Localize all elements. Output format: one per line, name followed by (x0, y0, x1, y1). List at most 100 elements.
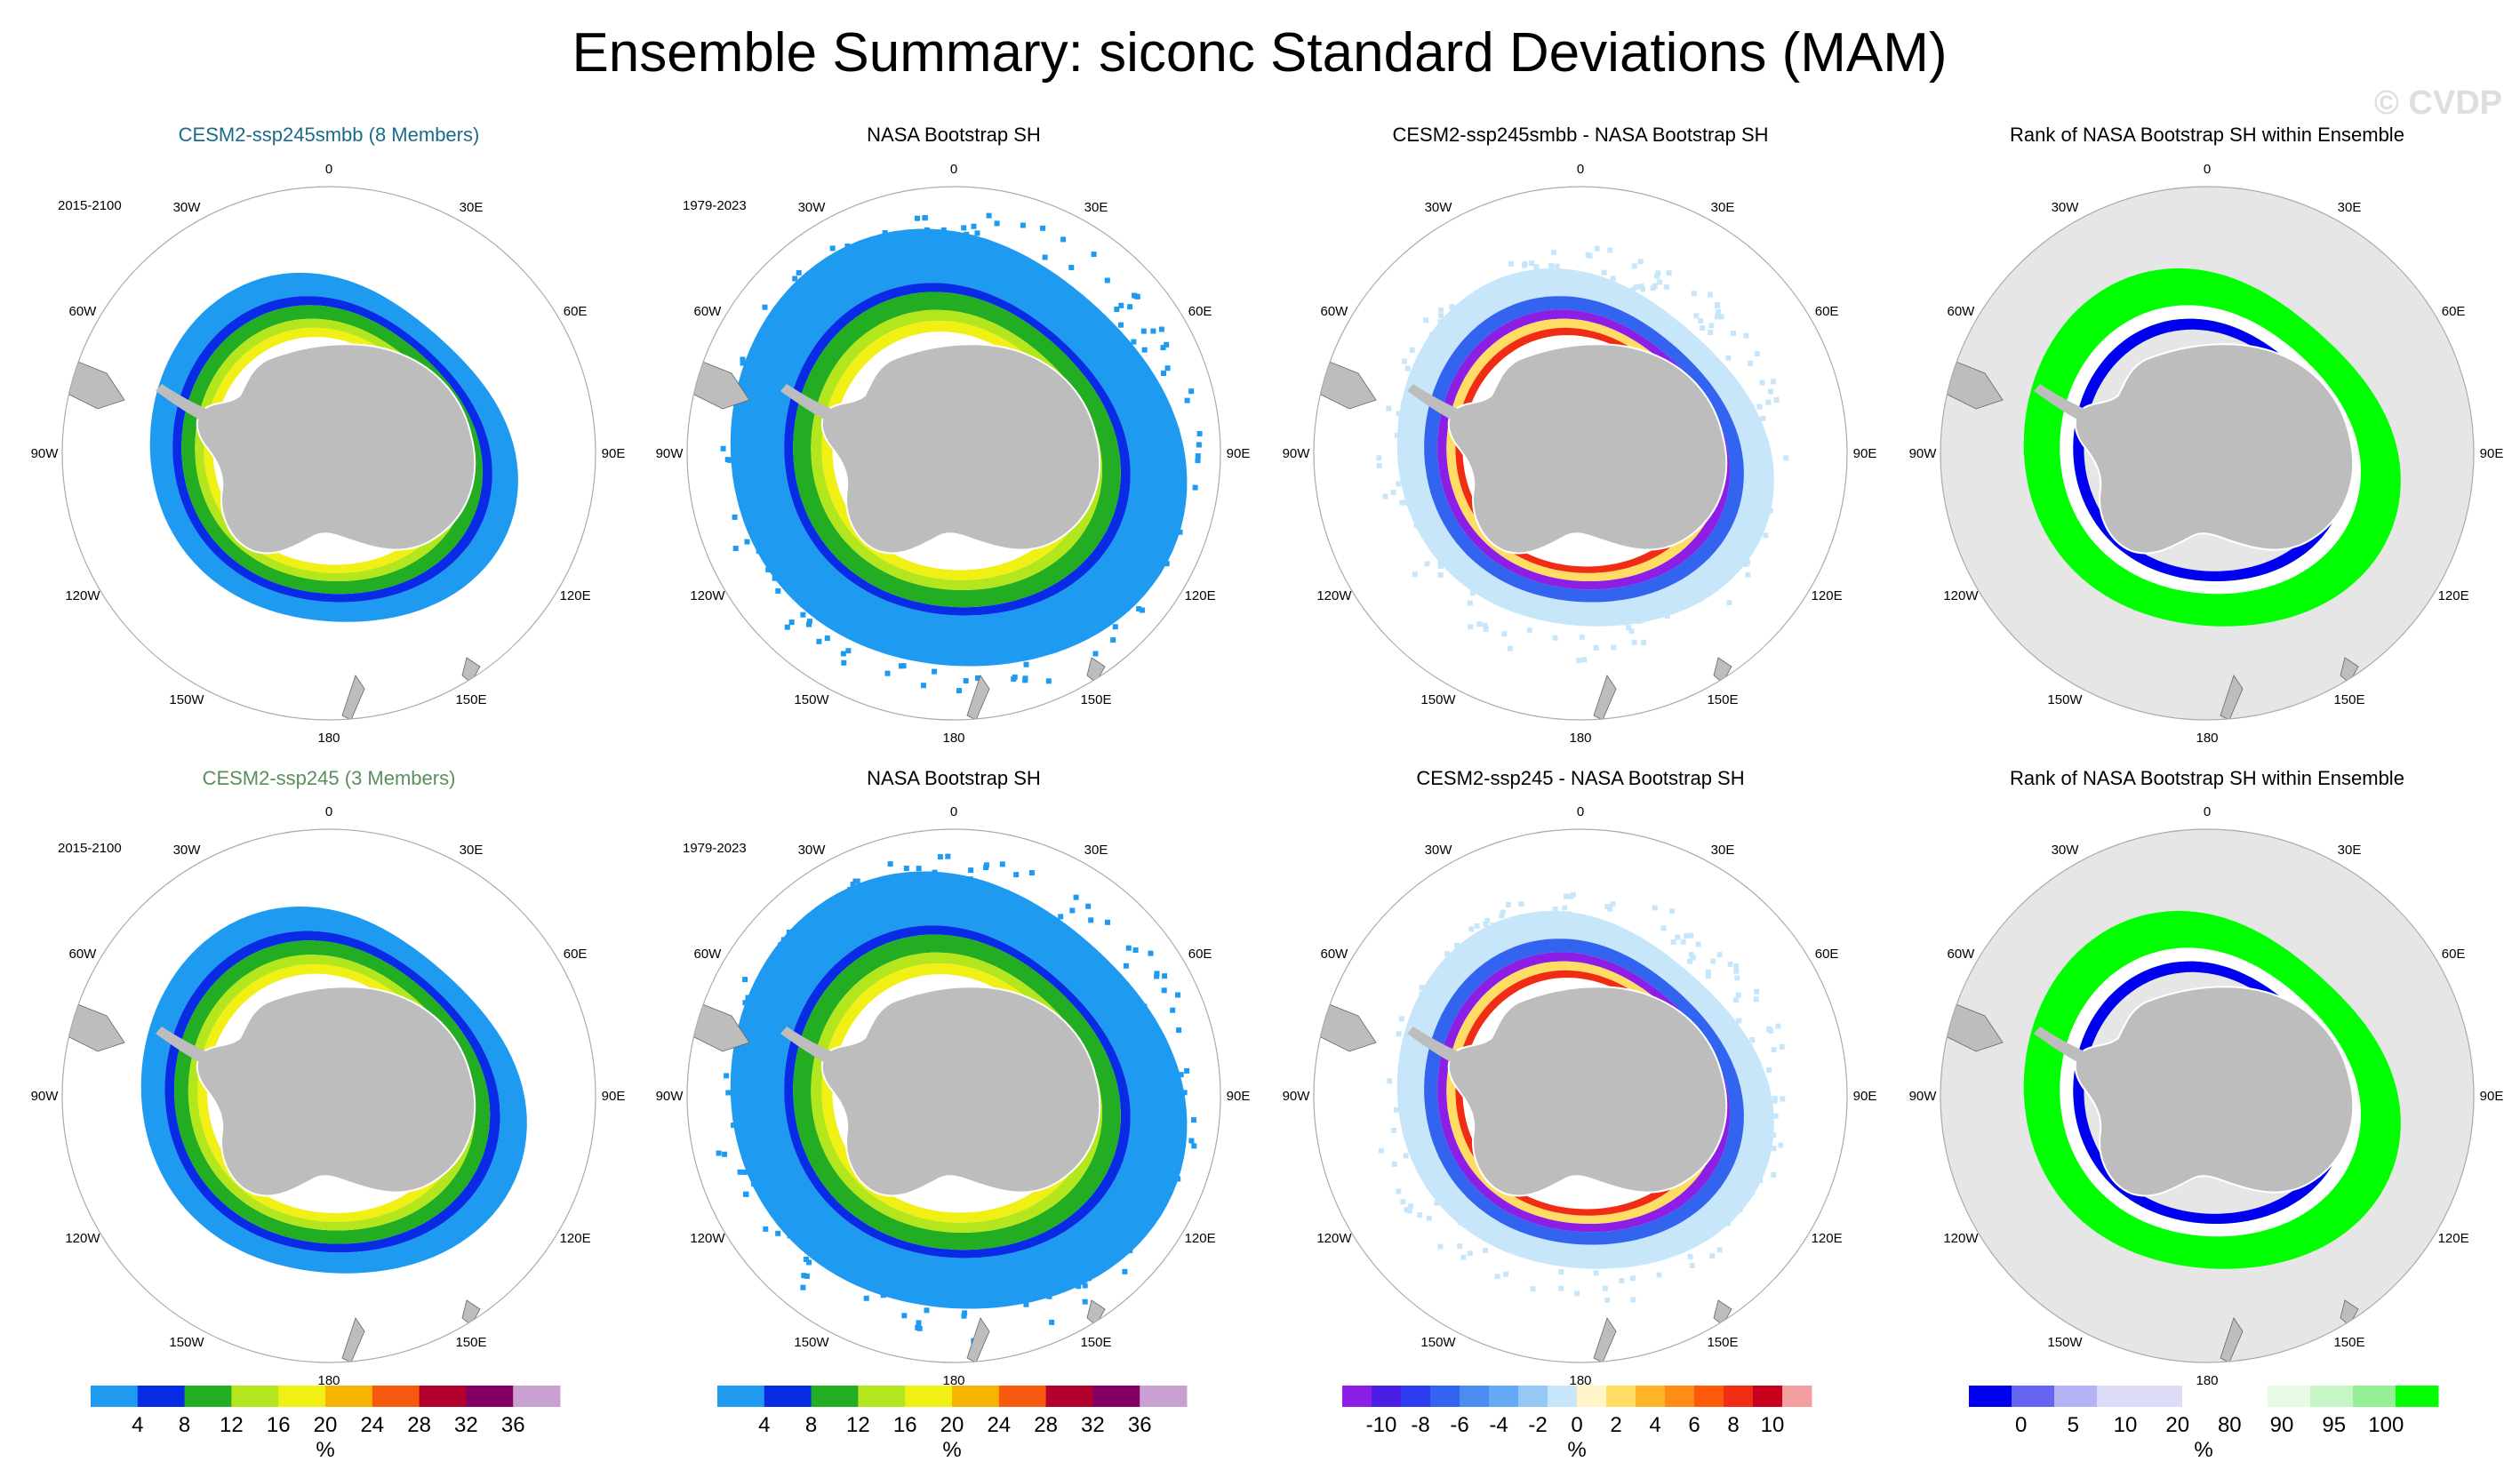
ice-cell (1483, 1248, 1489, 1253)
ice-cell (1412, 571, 1418, 578)
ice-cell (1749, 1171, 1756, 1178)
ice-cell (852, 878, 859, 884)
ice-cell (720, 445, 726, 451)
ice-cell (1772, 1096, 1778, 1102)
lon-label: 150E (1707, 1335, 1738, 1350)
ice-cell (1523, 275, 1529, 281)
colorbar-swatch (998, 1386, 1047, 1407)
lon-label: 60W (1320, 947, 1348, 962)
colorbar-tick: 20 (2165, 1413, 2189, 1437)
ice-cell (786, 930, 792, 935)
ice-cell (1177, 529, 1183, 535)
ice-cell (1759, 379, 1765, 386)
ice-cell (1484, 917, 1491, 923)
colorbar-swatch (2097, 1386, 2140, 1407)
lon-label: 120E (560, 588, 591, 603)
ice-cell (1500, 909, 1506, 915)
ice-cell (1779, 1044, 1785, 1050)
ice-cell (1610, 276, 1616, 282)
lon-label: 150W (2047, 692, 2083, 707)
ice-cell (1160, 345, 1166, 351)
lon-label: 30E (2338, 200, 2362, 215)
ice-cell (940, 227, 947, 233)
ice-cell (1734, 975, 1740, 981)
colorbar-swatch (1724, 1386, 1754, 1407)
ice-cell (1161, 1167, 1167, 1173)
ice-cell (880, 1292, 886, 1298)
ice-cell (1626, 625, 1632, 631)
polar-map: 0 30E 60E 90E 120E 150E 180 150W 120W 90W 60W 30W (31, 162, 626, 746)
ice-cell (757, 1179, 764, 1186)
ice-cell (1708, 323, 1715, 329)
ice-cell (766, 973, 772, 979)
panel-4: Rank of NASA Bootstrap SH within Ensembl… (1909, 124, 2504, 746)
ice-cell (1747, 1043, 1753, 1050)
ice-cell (961, 225, 967, 231)
ice-cell (953, 883, 958, 890)
colorbar-tick: 36 (501, 1413, 525, 1437)
colorbar-tick: -10 (1366, 1413, 1397, 1437)
ice-cell (1444, 951, 1450, 957)
ice-cell (962, 1310, 968, 1316)
antarctica-land (196, 343, 476, 555)
antarctica-land (196, 986, 476, 1197)
colorbar-swatch (2396, 1386, 2439, 1407)
ice-cell (1105, 919, 1110, 925)
ice-cell (1436, 351, 1442, 357)
colorbar-swatch (2182, 1386, 2226, 1407)
panel-title: CESM2-ssp245smbb - NASA Bootstrap SH (1392, 124, 1768, 146)
ice-cell (1691, 291, 1697, 297)
ice-cell (1122, 1268, 1128, 1274)
ice-cell (1106, 1242, 1112, 1249)
ice-cell (759, 1173, 764, 1179)
ice-cell (756, 1007, 762, 1013)
lon-label: 120W (690, 588, 725, 603)
ice-cell (762, 304, 768, 310)
ice-cell (916, 1320, 922, 1326)
ice-cell (1483, 921, 1489, 927)
ice-cell (1184, 1067, 1190, 1074)
colorbar-swatch (2140, 1386, 2183, 1407)
ice-cell (1562, 905, 1568, 911)
ice-cell (1413, 522, 1420, 528)
ice-cell (1140, 555, 1146, 562)
ice-cell (1437, 319, 1444, 325)
panels: CESM2-ssp245smbb (8 Members) 2015-2100 0 30… (31, 124, 2504, 1388)
ice-cell (1013, 872, 1020, 878)
ice-cell (806, 619, 812, 625)
colorbar-swatch (466, 1386, 514, 1407)
colorbar-diff: -10 -8 -6 -4 -2 0 2 4 6 8 10% (1342, 1386, 1812, 1462)
ice-cell (1698, 318, 1704, 324)
ice-cell (1172, 1162, 1179, 1169)
ice-cell (1468, 926, 1475, 932)
lon-label: 60E (564, 947, 588, 962)
ice-cell (1631, 639, 1637, 645)
ice-cell (1693, 313, 1700, 319)
colorbar-tick: 20 (314, 1413, 338, 1437)
ice-cell (722, 1151, 728, 1157)
ice-cell (1417, 1212, 1423, 1218)
ice-cell (1720, 1199, 1726, 1204)
ice-cell (1762, 1153, 1767, 1159)
ice-cell (1143, 1214, 1149, 1220)
ice-cell (945, 853, 951, 859)
ice-cell (1449, 304, 1455, 310)
ice-cell (916, 866, 922, 872)
ice-cell (1508, 290, 1515, 296)
colorbar-tick: 10 (2114, 1413, 2138, 1437)
ice-cell (1664, 613, 1670, 619)
ice-cell (743, 455, 749, 461)
ice-cell (1472, 948, 1478, 955)
antarctica-land (1447, 986, 1728, 1197)
ice-cell (1020, 222, 1026, 228)
map-boundary (1313, 828, 1848, 1363)
ice-cell (1725, 355, 1732, 361)
ice-cell (1022, 675, 1028, 682)
colorbar-rank: 0 5 10 20 80 90 95 100% (1969, 1386, 2439, 1462)
ice-cell (1156, 1035, 1162, 1041)
ice-cell (1493, 931, 1500, 938)
ice-cell (1688, 932, 1694, 939)
ice-cell (727, 457, 733, 463)
lon-label: 180 (317, 731, 340, 746)
ice-cell (740, 360, 746, 366)
